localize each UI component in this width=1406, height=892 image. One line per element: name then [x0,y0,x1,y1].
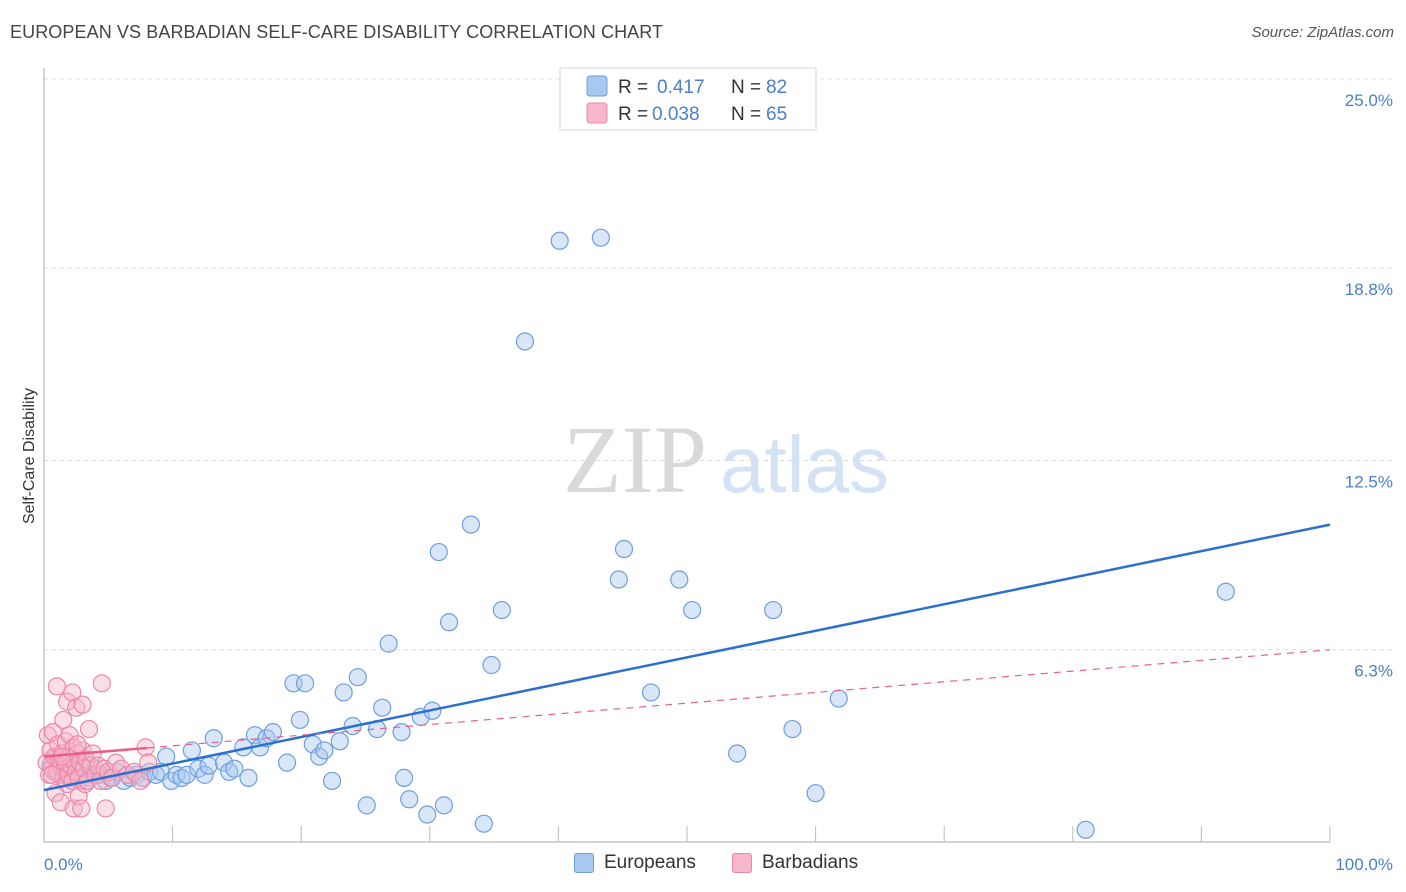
y-tick-label-0: 6.3% [1354,662,1393,681]
barbadian-point [96,799,115,818]
european-point [641,683,661,702]
european-point [263,723,283,742]
y-tick-label-3: 25.0% [1345,91,1393,110]
bottom-legend-item-europeans: Europeans [574,852,696,874]
european-point [195,765,214,784]
european-point [439,613,459,632]
european-point [474,814,493,833]
legend-r-label-0: R = [618,77,648,98]
bottom-legend-label-barbadians: Barbadians [762,852,859,873]
barbadian-point [38,726,57,745]
grid-layer [44,78,1392,651]
legend-n-label-0: N = [731,77,761,98]
bottom-legend-swatch-barbadians [732,853,752,873]
european-point [379,634,398,653]
european-point [829,689,848,708]
barbadian-point [92,674,111,693]
bottom-legend-item-barbadians: Barbadians [732,852,858,874]
axis-layer: 6.3% 12.5% 18.8% 25.0% 0.0% 100.0% [43,68,1393,874]
x-tick-label-1: 100.0% [1335,855,1393,874]
european-point [492,600,511,620]
european-point [277,753,297,772]
watermark-atlas: atlas [720,420,889,509]
european-point [172,768,191,788]
european-point [1076,820,1095,839]
european-point [783,719,802,739]
european-point [434,796,454,815]
european-point [591,228,610,247]
european-point [167,765,186,784]
european-trend-line [43,523,1331,792]
series-barbadians-points [37,674,158,818]
bottom-legend: Europeans Barbadians [0,852,1406,878]
legend: R = 0.417 N = 82 R = 0.038 N = 65 [559,67,817,131]
european-point [357,796,376,815]
y-tick-label-2: 18.8% [1345,280,1393,299]
european-point [764,600,783,620]
european-point [461,515,481,534]
barbadian-point [79,719,99,739]
y-axis-label: Self-Care Disability [21,388,38,524]
european-point [418,805,437,824]
european-point [394,768,414,788]
legend-r-label-1: R = [618,104,648,125]
legend-r-value-0: 0.417 [657,77,705,98]
barbadian-point [54,710,73,730]
barbadian-point [72,799,91,818]
source-credit: Source: ZipAtlas.com [1251,24,1394,41]
european-point [290,710,310,730]
european-point [806,784,825,803]
barbadian-trend-line-dashed [146,649,1331,749]
european-point [199,756,218,775]
y-tick-label-1: 12.5% [1345,473,1393,492]
european-point [400,790,419,809]
barbadian-point [73,695,92,714]
chart-title: EUROPEAN VS BARBADIAN SELF-CARE DISABILI… [10,22,664,42]
series-europeans-points [41,228,1235,839]
european-point [1216,582,1235,601]
european-point [322,771,342,791]
x-tick-label-0: 0.0% [44,855,83,874]
european-point [728,744,747,763]
bottom-legend-swatch-europeans [574,853,594,873]
legend-swatch-europeans [586,75,608,97]
barbadian-point [47,677,66,696]
european-point [315,741,334,760]
european-point [295,674,315,693]
european-point [670,570,689,589]
legend-swatch-barbadians [586,102,608,124]
european-point [204,729,223,748]
european-point [225,759,244,778]
barbadian-point [68,735,87,754]
european-point [609,570,628,589]
barbadian-point [58,692,77,711]
european-point [683,600,702,620]
trend-layer [43,523,1331,792]
european-point [177,765,196,784]
european-point [330,732,349,751]
bottom-legend-label-europeans: Europeans [604,852,696,873]
european-point [429,542,448,562]
european-point [614,539,634,559]
european-point [550,231,569,250]
legend-n-value-0: 82 [766,77,787,98]
barbadian-trend-line-solid [43,746,147,758]
barbadian-point [63,683,82,702]
european-point [334,683,353,702]
european-point [392,723,411,742]
legend-r-value-1: 0.038 [652,104,700,125]
european-point [220,762,239,781]
european-point [239,768,258,788]
legend-n-value-1: 65 [766,104,787,125]
barbadian-point [42,765,61,784]
barbadian-point [131,771,150,791]
watermark-zip: ZIP [563,406,707,513]
european-point [515,332,535,351]
european-point [348,668,367,687]
european-point [373,698,392,717]
legend-n-label-1: N = [731,104,761,125]
european-point [482,655,501,675]
